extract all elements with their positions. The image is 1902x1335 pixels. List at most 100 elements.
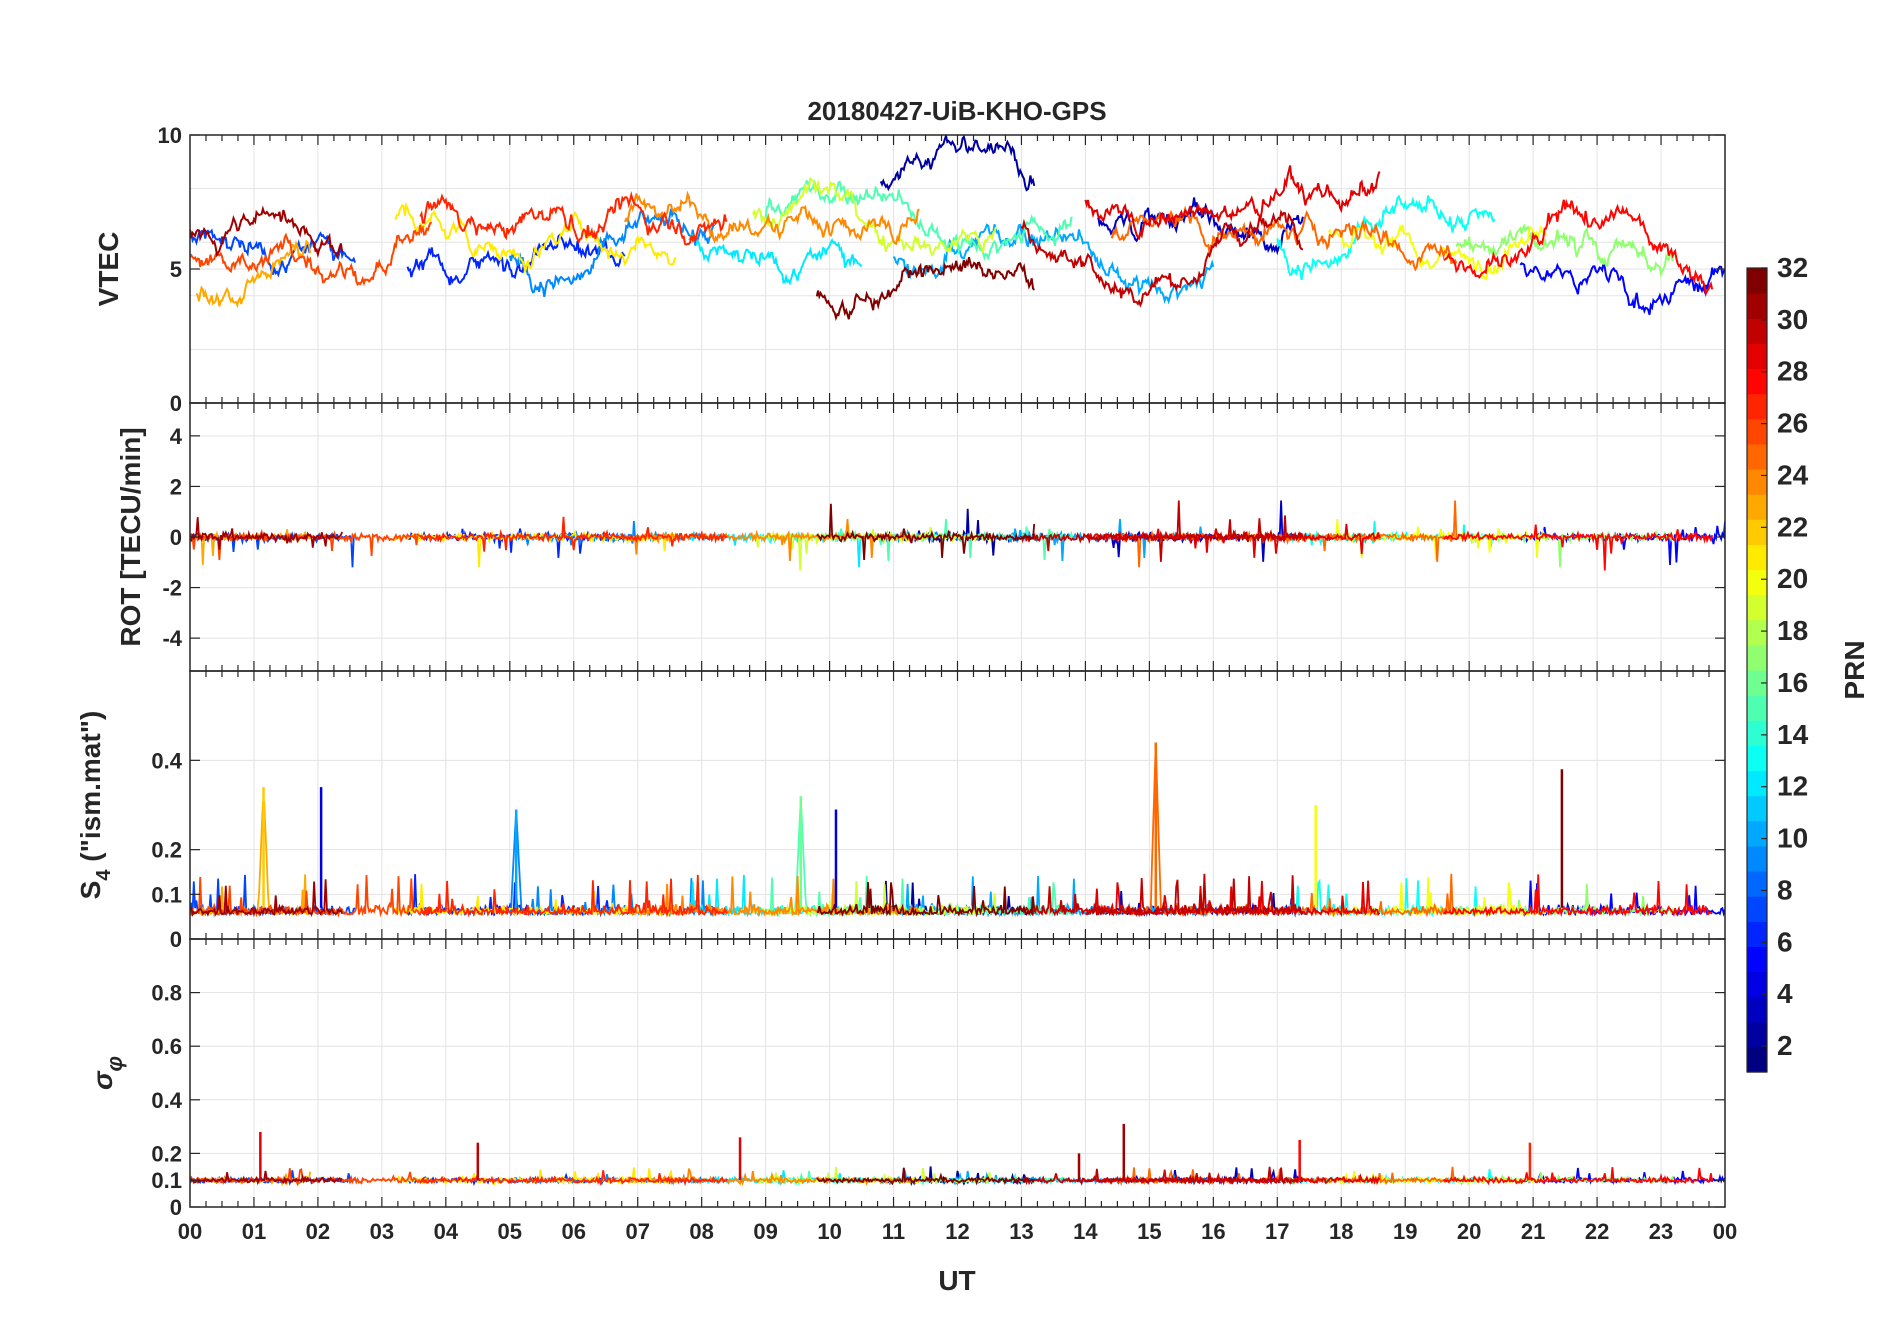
x-axis-label: UT (938, 1265, 975, 1296)
colorbar-segment (1747, 569, 1767, 596)
y-tick-label: 0 (170, 391, 182, 416)
colorbar-tick-label: 6 (1777, 926, 1793, 957)
y-tick-label: 0.4 (151, 748, 182, 773)
x-tick-label: 17 (1265, 1219, 1289, 1244)
x-tick-label: 23 (1649, 1219, 1673, 1244)
y-tick-label: 0.6 (151, 1034, 182, 1059)
colorbar-segment (1747, 971, 1767, 998)
x-tick-label: 13 (1009, 1219, 1033, 1244)
vtec-line (688, 234, 863, 286)
rot-line (1442, 524, 1714, 571)
y-axis-label-s4: S4 ("ism.mat") (75, 711, 115, 900)
s4-line (196, 801, 312, 918)
x-tick-label: 06 (562, 1219, 586, 1244)
colorbar-segment (1747, 720, 1767, 746)
colorbar-segment (1747, 293, 1767, 319)
y-axis-label-sigma-phi: σφ (87, 1056, 127, 1090)
x-tick-label: 21 (1521, 1219, 1545, 1244)
colorbar-segment (1747, 795, 1767, 822)
colorbar-tick-label: 8 (1777, 874, 1793, 905)
colorbar-segment (1747, 594, 1767, 621)
y-tick-label: -4 (162, 626, 182, 651)
x-tick-label: 10 (817, 1219, 841, 1244)
colorbar-segment (1747, 1046, 1767, 1073)
colorbar-tick-label: 30 (1777, 304, 1808, 335)
rot-line (816, 503, 1036, 560)
y-axis-label-s4-sub: 4 (93, 869, 115, 881)
x-tick-label: 12 (945, 1219, 969, 1244)
x-tick-label: 01 (242, 1219, 266, 1244)
rot-line (1020, 500, 1304, 562)
colorbar-segment (1747, 619, 1767, 646)
s4-line (420, 874, 728, 918)
panel-rot-traces (190, 500, 1725, 571)
x-tick-label: 07 (625, 1219, 649, 1244)
y-tick-label: 5 (170, 257, 182, 282)
x-tick-label: 09 (753, 1219, 777, 1244)
y-tick-label: 0.1 (151, 882, 182, 907)
x-tick-label: 16 (1201, 1219, 1225, 1244)
vtec-line (815, 256, 1035, 322)
s4-line (1443, 874, 1713, 918)
y-tick-label: 10 (158, 123, 182, 148)
x-tick-label: 19 (1393, 1219, 1417, 1244)
y-axis-label-rot: ROT [TECU/min] (115, 427, 146, 646)
colorbar-tick-label: 4 (1777, 978, 1793, 1009)
y-tick-label: 0.4 (151, 1088, 182, 1113)
vtec-line (1519, 262, 1725, 316)
colorbar-tick-label: 24 (1777, 459, 1809, 490)
colorbar-segment (1747, 343, 1767, 370)
rot-line (190, 517, 344, 550)
colorbar-frame (1746, 267, 1768, 1073)
colorbar-tick-label: 22 (1777, 511, 1808, 542)
y-axis-label-sigma: σ (87, 1070, 118, 1090)
colorbar-segment (1747, 871, 1767, 897)
y-tick-label: 0.2 (151, 838, 182, 863)
s4-line (1110, 742, 1458, 918)
colorbar-tick-label: 16 (1777, 667, 1808, 698)
colorbar-tick-label: 12 (1777, 771, 1808, 802)
colorbar-segment (1747, 644, 1767, 671)
colorbar-segment (1747, 670, 1767, 696)
vtec-line (190, 221, 432, 287)
colorbar-segment (1747, 996, 1767, 1023)
colorbar-segment (1747, 519, 1767, 545)
sigma-phi-line (1021, 1166, 1304, 1186)
vtec-line (419, 190, 728, 246)
colorbar-label: PRN (1839, 640, 1870, 699)
sigma-phi-line (816, 1167, 1035, 1186)
colorbar-segment (1747, 1021, 1767, 1048)
s4-line (1021, 873, 1304, 918)
panel-vtec-traces (190, 135, 1725, 322)
colorbar-segment (1747, 418, 1767, 445)
colorbar-segment (1747, 946, 1767, 973)
colorbar (1746, 267, 1768, 1073)
x-tick-label: 15 (1137, 1219, 1161, 1244)
s4-line (1085, 880, 1381, 918)
s4-line (1519, 880, 1725, 918)
x-tick-label: 18 (1329, 1219, 1353, 1244)
colorbar-segment (1747, 469, 1767, 495)
y-tick-label: 0 (170, 1195, 182, 1220)
x-tick-label: 05 (498, 1219, 522, 1244)
x-tick-label: 03 (370, 1219, 394, 1244)
x-tick-label: 04 (434, 1219, 459, 1244)
vtec-line (1327, 222, 1547, 281)
colorbar-tick-label: 10 (1777, 823, 1808, 854)
y-tick-label: 0 (170, 525, 182, 550)
colorbar-tick-label: 28 (1777, 356, 1808, 387)
colorbar-segment (1747, 770, 1767, 797)
vtec-line (1084, 165, 1381, 241)
colorbar-tick-label: 14 (1777, 719, 1809, 750)
y-tick-label: 0.2 (151, 1141, 182, 1166)
rot-line (1519, 521, 1725, 565)
vtec-line (394, 201, 677, 275)
colorbar-segment (1747, 695, 1767, 721)
s4-line (509, 809, 716, 918)
vtec-line (1020, 209, 1303, 308)
x-tick-label: 00 (1713, 1219, 1737, 1244)
s4-line (190, 879, 344, 918)
rot-line (419, 516, 728, 552)
